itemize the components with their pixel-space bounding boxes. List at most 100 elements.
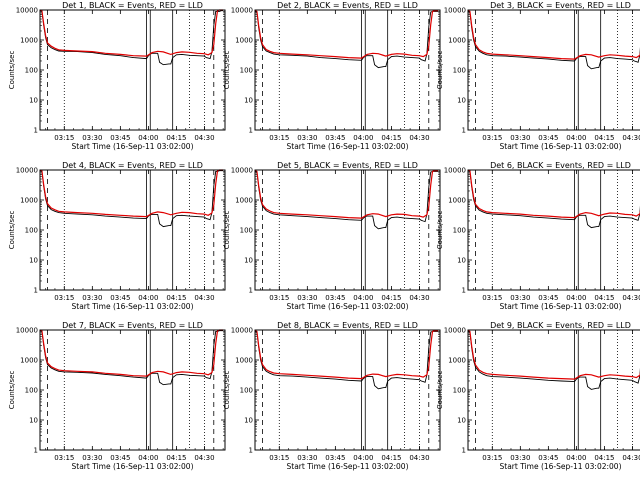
- y-tick-label: 10: [457, 257, 466, 265]
- y-tick-label: 1: [462, 287, 466, 295]
- x-tick-label: 03:45: [110, 134, 130, 142]
- y-axis-label: Counts/sec: [8, 211, 16, 250]
- x-tick-label: 04:30: [622, 294, 640, 302]
- x-tick-label: 04:00: [138, 134, 158, 142]
- plot-frame: [254, 329, 441, 451]
- y-tick-label: 10000: [444, 327, 466, 335]
- x-tick-label: 03:30: [510, 454, 530, 462]
- x-tick-label: 03:30: [297, 454, 317, 462]
- x-tick-label: 03:45: [110, 454, 130, 462]
- y-tick-label: 100: [240, 227, 253, 235]
- x-tick-label: 04:15: [594, 454, 614, 462]
- series-line-events: [39, 330, 224, 386]
- x-tick-label: 04:00: [138, 454, 158, 462]
- x-axis-label: Start Time (16-Sep-11 03:02:00): [72, 302, 194, 311]
- x-tick-label: 03:45: [325, 454, 345, 462]
- x-tick-label: 04:15: [594, 134, 614, 142]
- series-line-events: [467, 330, 640, 390]
- x-tick-label: 04:30: [194, 454, 214, 462]
- x-tick-label: 04:00: [353, 294, 373, 302]
- series-line-events: [39, 10, 224, 66]
- series-line-lld: [39, 169, 224, 218]
- plot-frame: [467, 329, 640, 451]
- x-tick-label: 04:15: [166, 454, 186, 462]
- y-tick-label: 1: [34, 127, 38, 135]
- y-tick-label: 10000: [16, 167, 38, 175]
- x-tick-label: 03:15: [482, 454, 502, 462]
- y-tick-label: 1000: [448, 197, 466, 205]
- detector-panel-1: Det 1, BLACK = Events, RED = LLD 1 10 100 10…: [8, 1, 226, 151]
- series-line-lld: [39, 329, 224, 377]
- x-tick-label: 03:45: [325, 294, 345, 302]
- y-tick-label: 1: [462, 127, 466, 135]
- x-tick-label: 03:30: [297, 294, 317, 302]
- x-axis-label: Start Time (16-Sep-11 03:02:00): [72, 142, 194, 151]
- y-axis-label: Counts/sec: [8, 51, 16, 90]
- y-tick-label: 1000: [20, 197, 38, 205]
- x-tick-label: 03:45: [325, 134, 345, 142]
- series-line-events: [254, 170, 439, 230]
- x-tick-label: 04:00: [353, 454, 373, 462]
- panel-title: Det 6, BLACK = Events, RED = LLD: [490, 161, 631, 170]
- series-line-events: [39, 170, 224, 228]
- plot-frame: [39, 9, 226, 131]
- x-axis-label: Start Time (16-Sep-11 03:02:00): [500, 462, 622, 471]
- series-line-lld: [254, 170, 439, 219]
- y-tick-label: 1000: [235, 37, 253, 45]
- plot-frame: [467, 9, 640, 131]
- x-tick-label: 03:30: [82, 294, 102, 302]
- detector-panel-4: Det 4, BLACK = Events, RED = LLD 1 10 100 10…: [8, 161, 226, 311]
- x-tick-label: 04:30: [409, 454, 429, 462]
- x-tick-label: 04:00: [138, 294, 158, 302]
- x-axis-label: Start Time (16-Sep-11 03:02:00): [500, 302, 622, 311]
- panel-title: Det 7, BLACK = Events, RED = LLD: [62, 321, 203, 330]
- x-tick-label: 04:15: [166, 294, 186, 302]
- series-line-events: [467, 170, 640, 229]
- x-tick-label: 04:15: [381, 294, 401, 302]
- y-tick-label: 1000: [20, 357, 38, 365]
- x-tick-label: 04:30: [194, 134, 214, 142]
- detector-panel-6: Det 6, BLACK = Events, RED = LLD 1 10 100 10…: [436, 161, 640, 311]
- y-axis-label: Counts/sec: [436, 51, 444, 90]
- x-tick-label: 04:30: [409, 134, 429, 142]
- detector-panel-3: Det 3, BLACK = Events, RED = LLD 1 10 100 10…: [436, 1, 640, 151]
- panel-title: Det 5, BLACK = Events, RED = LLD: [277, 161, 418, 170]
- x-tick-label: 03:15: [269, 454, 289, 462]
- series-line-events: [254, 10, 439, 69]
- y-tick-label: 1: [249, 287, 253, 295]
- y-tick-label: 1: [462, 447, 466, 455]
- detector-panel-5: Det 5, BLACK = Events, RED = LLD 1 10 100 10…: [223, 161, 441, 311]
- panel-title: Det 8, BLACK = Events, RED = LLD: [277, 321, 418, 330]
- x-tick-label: 03:15: [269, 134, 289, 142]
- y-tick-label: 1: [34, 447, 38, 455]
- y-tick-label: 10: [29, 97, 38, 105]
- x-tick-label: 04:30: [622, 454, 640, 462]
- y-tick-label: 1: [34, 287, 38, 295]
- x-tick-label: 03:30: [82, 454, 102, 462]
- x-axis-label: Start Time (16-Sep-11 03:02:00): [287, 462, 409, 471]
- x-tick-label: 04:15: [381, 134, 401, 142]
- y-axis-label: Counts/sec: [436, 211, 444, 250]
- y-tick-label: 10000: [444, 167, 466, 175]
- y-tick-label: 100: [453, 67, 466, 75]
- plot-frame: [39, 329, 226, 451]
- y-tick-label: 100: [25, 67, 38, 75]
- x-tick-label: 04:00: [353, 134, 373, 142]
- panel-title: Det 1, BLACK = Events, RED = LLD: [62, 1, 203, 10]
- series-line-lld: [254, 10, 439, 59]
- y-axis-label: Counts/sec: [8, 371, 16, 410]
- x-tick-label: 04:15: [594, 294, 614, 302]
- series-line-lld: [467, 169, 640, 219]
- panel-title: Det 3, BLACK = Events, RED = LLD: [490, 1, 631, 10]
- series-line-lld: [467, 10, 640, 60]
- series-line-events: [254, 330, 439, 390]
- plot-frame: [39, 169, 226, 291]
- x-tick-label: 03:15: [482, 294, 502, 302]
- y-tick-label: 100: [25, 227, 38, 235]
- detector-panel-2: Det 2, BLACK = Events, RED = LLD 1 10 100 10…: [223, 1, 441, 151]
- series-line-lld: [467, 330, 640, 380]
- y-tick-label: 10000: [444, 7, 466, 15]
- y-tick-label: 1: [249, 447, 253, 455]
- y-tick-label: 100: [25, 387, 38, 395]
